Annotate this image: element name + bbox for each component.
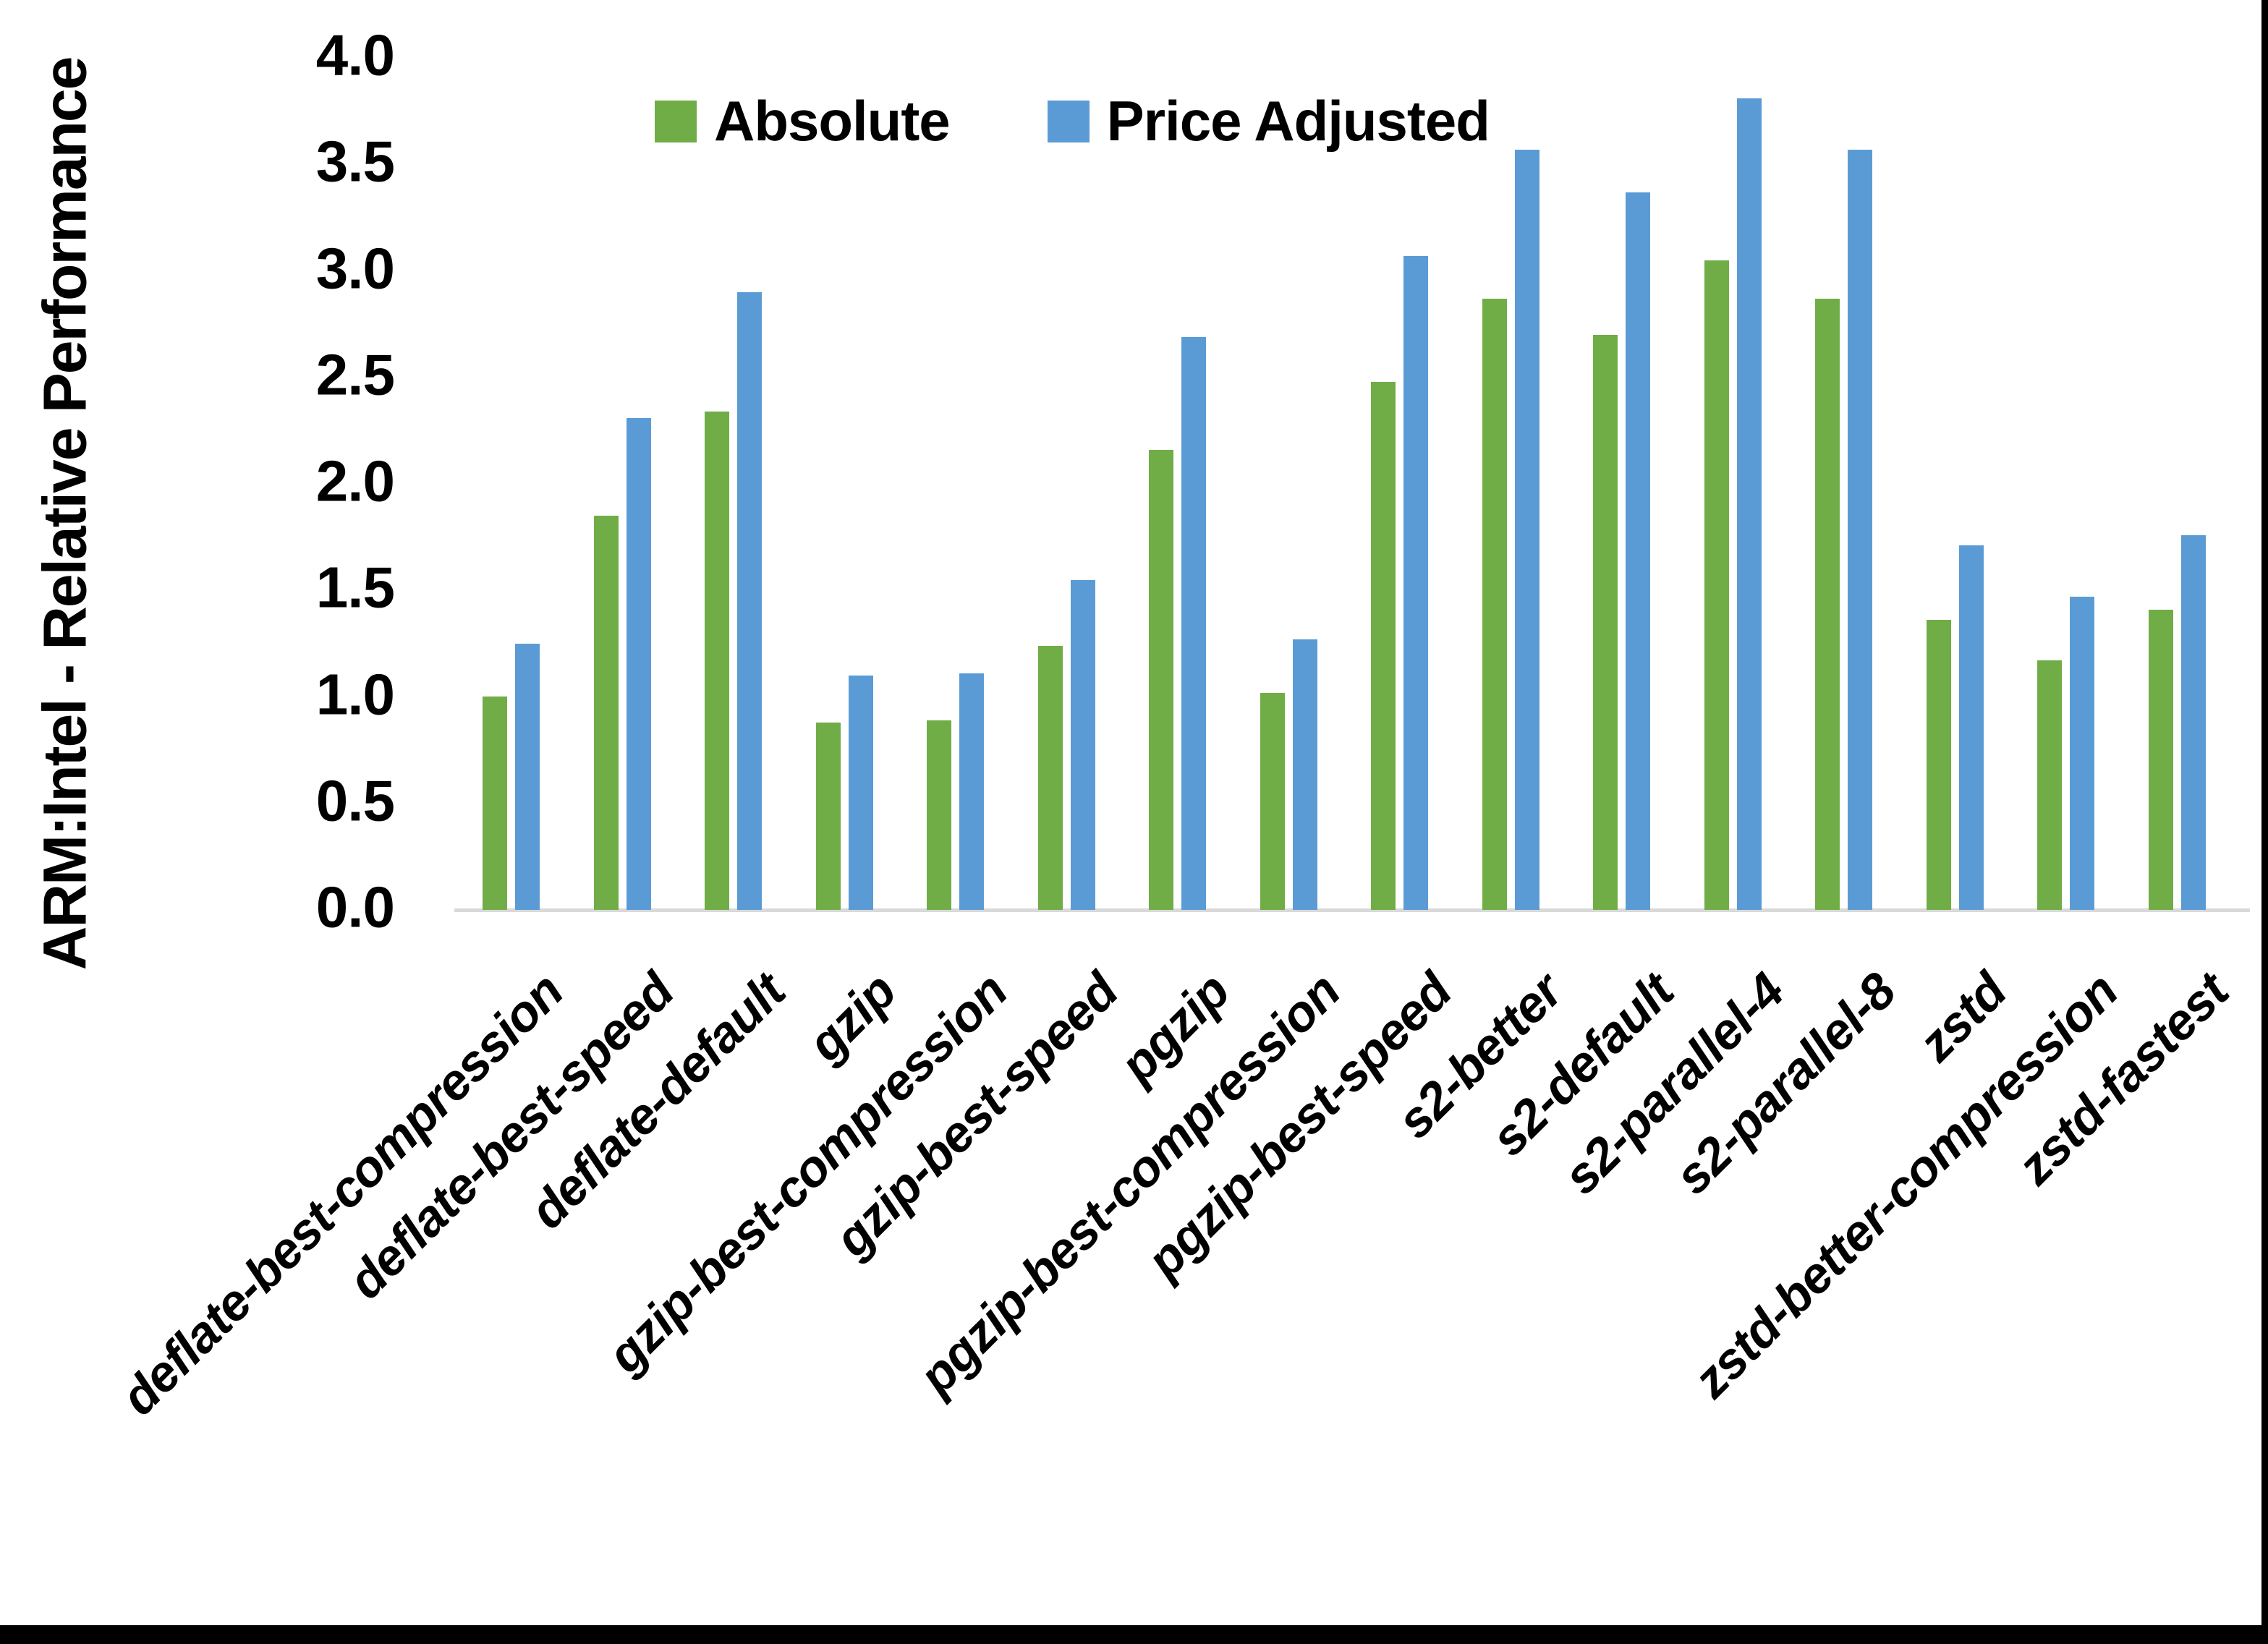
legend-label: Absolute [714, 89, 951, 153]
y-tick-label-4.0: 4.0 [315, 22, 395, 88]
bar-price-adjusted-gzip-best-compression [959, 673, 984, 910]
bar-absolute-s2-default [1593, 335, 1618, 910]
bar-price-adjusted-pgzip-best-speed [1403, 256, 1428, 910]
bar-price-adjusted-s2-default [1626, 192, 1650, 910]
bar-absolute-pgzip-best-speed [1371, 382, 1396, 910]
bar-absolute-pgzip [1149, 450, 1173, 910]
bar-price-adjusted-gzip [848, 676, 873, 910]
y-tick-label-0.0: 0.0 [315, 874, 395, 940]
legend-swatch-icon [1047, 100, 1090, 142]
bar-price-adjusted-deflate-best-compression [515, 644, 540, 910]
bar-price-adjusted-zstd [1958, 545, 1984, 910]
x-axis-line [454, 908, 2250, 912]
legend-swatch-icon [655, 100, 697, 142]
y-tick-label-2.0: 2.0 [315, 448, 395, 514]
legend-label: Price Adjusted [1106, 89, 1490, 153]
bar-price-adjusted-gzip-best-speed [1070, 580, 1095, 910]
bar-absolute-zstd [1926, 620, 1951, 910]
y-tick-label-2.5: 2.5 [315, 342, 395, 407]
bar-absolute-gzip-best-speed [1037, 646, 1063, 910]
bar-absolute-deflate-best-compression [483, 697, 507, 910]
bar-price-adjusted-s2-parallel-4 [1736, 98, 1762, 910]
y-tick-label-3.5: 3.5 [315, 129, 395, 194]
bar-price-adjusted-s2-better [1514, 150, 1539, 910]
bar-price-adjusted-deflate-default [737, 292, 762, 910]
bar-price-adjusted-pgzip [1181, 337, 1206, 910]
legend-item-absolute: Absolute [655, 88, 951, 154]
bar-absolute-s2-better [1482, 299, 1507, 910]
bar-price-adjusted-pgzip-best-compression [1292, 639, 1317, 910]
bar-absolute-s2-parallel-8 [1815, 299, 1840, 910]
bar-price-adjusted-deflate-best-speed [626, 418, 651, 910]
bar-absolute-s2-parallel-4 [1704, 260, 1729, 910]
bar-price-adjusted-zstd-fastest [2180, 535, 2206, 910]
y-tick-label-0.5: 0.5 [315, 768, 395, 833]
bar-absolute-deflate-best-speed [593, 516, 619, 910]
bar-price-adjusted-s2-parallel-8 [1848, 150, 1872, 910]
y-tick-label-1.0: 1.0 [315, 661, 395, 726]
bar-absolute-gzip [815, 723, 841, 910]
bottom-border [0, 1625, 2268, 1644]
y-tick-label-1.5: 1.5 [315, 555, 395, 620]
bar-absolute-zstd-better-compression [2037, 660, 2062, 910]
bar-absolute-deflate-default [705, 412, 729, 910]
y-tick-label-3.0: 3.0 [315, 235, 395, 300]
bar-absolute-pgzip-best-compression [1260, 693, 1285, 910]
right-border [2261, 0, 2268, 1644]
legend: Absolute Price Adjusted [655, 88, 1490, 154]
bar-absolute-gzip-best-compression [927, 720, 951, 910]
bar-price-adjusted-zstd-better-compression [2070, 597, 2094, 910]
legend-item-price-adjusted: Price Adjusted [1047, 88, 1490, 154]
bar-absolute-zstd-fastest [2148, 610, 2173, 910]
